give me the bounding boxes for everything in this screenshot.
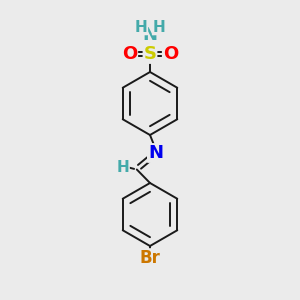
Text: O: O (163, 45, 178, 63)
Text: N: N (148, 144, 163, 162)
Text: N: N (142, 26, 158, 44)
Text: O: O (122, 45, 137, 63)
Text: H: H (153, 20, 165, 34)
Text: S: S (143, 45, 157, 63)
Text: H: H (135, 20, 147, 34)
Text: Br: Br (140, 249, 160, 267)
Text: H: H (116, 160, 129, 175)
